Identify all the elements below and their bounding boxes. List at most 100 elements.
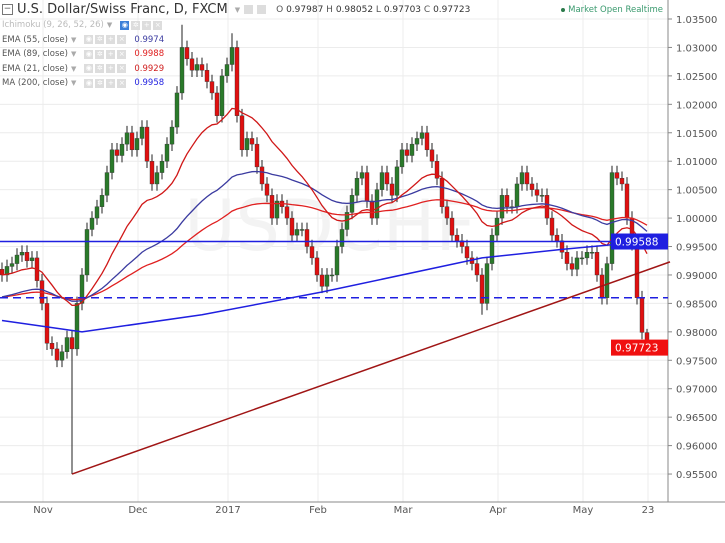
y-tick-label: 0.97500 <box>676 356 717 367</box>
gear-icon[interactable]: ✲ <box>95 78 105 88</box>
y-tick-label: 1.00000 <box>676 214 717 225</box>
indicator-legend[interactable]: Ichimoku (9, 26, 52, 26) ▼ ◉ ✲ + × <box>2 20 170 30</box>
indicator-legend[interactable]: EMA (89, close) ▼ ◉ ✲ + × 0.9988 <box>2 49 164 59</box>
candle-body <box>624 183 630 219</box>
candle-body <box>49 343 55 350</box>
candle-body <box>54 348 60 361</box>
candle <box>389 177 395 203</box>
candle-body <box>104 172 110 196</box>
y-tick-label: 1.03000 <box>676 43 717 54</box>
candle <box>299 222 305 237</box>
candle <box>319 268 325 294</box>
indicator-legend[interactable]: EMA (55, close) ▼ ◉ ✲ + × 0.9974 <box>2 35 164 45</box>
candle-body <box>564 252 570 264</box>
candle <box>539 188 545 203</box>
candle <box>0 262 5 282</box>
collapse-icon[interactable]: − <box>2 4 13 15</box>
candle-body <box>539 195 545 197</box>
chevron-down-icon[interactable]: ▼ <box>106 21 113 29</box>
close-icon[interactable]: × <box>117 35 127 44</box>
chevron-down-icon[interactable]: ▼ <box>71 79 77 87</box>
candle-body <box>304 229 310 247</box>
eye-icon[interactable]: ◉ <box>84 64 94 73</box>
chevron-down-icon[interactable]: ▼ <box>70 64 77 73</box>
candle <box>549 211 555 242</box>
candle <box>249 131 255 151</box>
eye-icon[interactable]: ◉ <box>84 78 94 88</box>
gear-icon[interactable] <box>257 5 267 14</box>
indicator-label[interactable]: EMA (21, close) <box>2 63 68 74</box>
eye-icon[interactable]: ◉ <box>84 49 94 59</box>
close-icon[interactable]: × <box>117 49 127 59</box>
add-icon[interactable]: + <box>142 20 152 30</box>
x-tick-label: May <box>573 505 594 516</box>
candle-body <box>89 217 95 230</box>
candle-body <box>524 172 530 185</box>
candle-body <box>284 206 290 219</box>
candle <box>359 165 365 186</box>
candle <box>174 86 180 134</box>
x-tick-label: Dec <box>128 505 147 516</box>
market-status: Market Open Realtime <box>561 5 663 15</box>
candle-body <box>179 47 185 94</box>
candle <box>254 137 260 174</box>
candle-body <box>44 303 50 344</box>
last-price-label-bg <box>611 339 668 356</box>
chevron-down-icon[interactable]: ▼ <box>70 35 77 44</box>
chevron-down-icon[interactable]: ▼ <box>70 50 77 58</box>
candle-body <box>364 172 370 202</box>
indicator-value: 0.9929 <box>134 63 165 74</box>
indicator-legend[interactable]: EMA (21, close) ▼ ◉ ✲ + × 0.9929 <box>2 64 164 74</box>
candle <box>474 256 480 282</box>
add-icon[interactable]: + <box>106 78 116 88</box>
candle-body <box>519 172 525 185</box>
y-tick-label: 0.96000 <box>676 442 717 453</box>
eye-icon[interactable]: ◉ <box>84 35 94 44</box>
candle-body <box>64 337 70 352</box>
chevron-down-icon[interactable]: ▼ <box>234 5 241 14</box>
candle-body <box>209 81 215 94</box>
close-icon[interactable]: × <box>153 20 163 30</box>
indicator-value: 0.9958 <box>134 78 165 88</box>
candle-body <box>94 206 100 219</box>
symbol-title[interactable]: U.S. Dollar/Swiss Franc, D, FXCM <box>17 2 228 17</box>
candle <box>224 57 230 83</box>
candle-body <box>404 149 410 156</box>
candle <box>614 165 620 186</box>
ema-89-line <box>1 199 648 301</box>
gear-icon[interactable]: ✲ <box>131 20 141 30</box>
close-icon[interactable]: × <box>117 78 127 88</box>
candle <box>184 40 190 66</box>
indicator-legend[interactable]: MA (200, close) ▼ ◉ ✲ + × 0.9958 <box>2 78 164 88</box>
gear-icon[interactable]: ✲ <box>95 35 105 44</box>
indicator-label[interactable]: Ichimoku (9, 26, 52, 26) <box>2 20 104 30</box>
candle-body <box>514 183 520 207</box>
add-icon[interactable]: + <box>106 35 116 44</box>
candle <box>124 125 130 151</box>
candle <box>114 142 120 163</box>
gear-icon[interactable]: ✲ <box>95 49 105 59</box>
candle-body <box>289 217 295 236</box>
add-icon[interactable]: + <box>106 49 116 59</box>
close-icon[interactable]: × <box>117 64 127 73</box>
candle <box>194 57 200 78</box>
candle-body <box>419 132 425 139</box>
candle <box>89 211 95 237</box>
candle-body <box>359 172 365 179</box>
eye-icon[interactable] <box>244 5 254 14</box>
candle <box>524 165 530 191</box>
indicator-label[interactable]: EMA (89, close) <box>2 49 68 59</box>
add-icon[interactable]: + <box>106 64 116 73</box>
candle <box>139 120 145 146</box>
indicator-label[interactable]: MA (200, close) <box>2 78 69 88</box>
candle-body <box>389 183 395 196</box>
indicator-label[interactable]: EMA (55, close) <box>2 34 68 45</box>
candle-body <box>554 234 560 242</box>
eye-icon[interactable]: ◉ <box>120 20 130 30</box>
gear-icon[interactable]: ✲ <box>95 64 105 73</box>
candle <box>269 188 275 225</box>
candle <box>414 131 420 151</box>
candle-body <box>609 172 615 264</box>
candle-body <box>189 58 195 71</box>
